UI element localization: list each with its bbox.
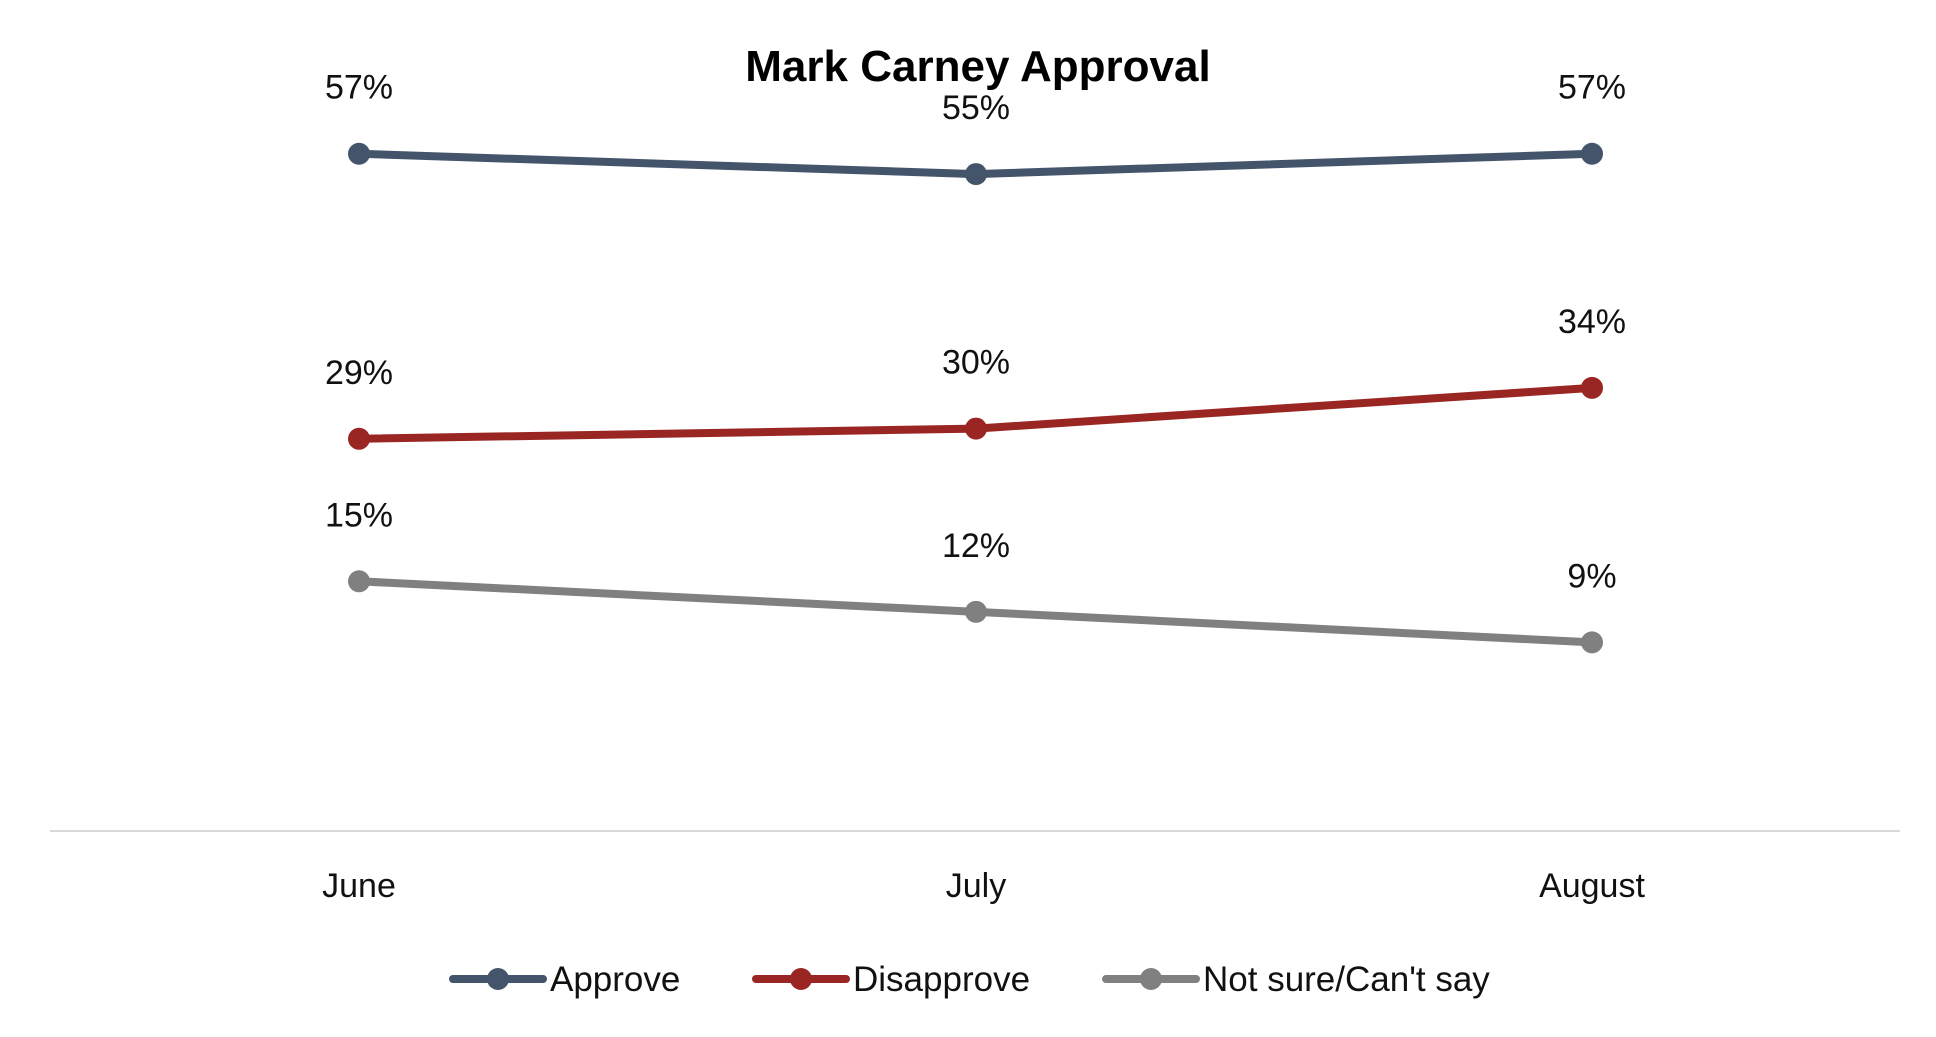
- x-axis-ticks: June July August: [322, 867, 1645, 905]
- legend-label-disapprove: Disapprove: [853, 960, 1030, 999]
- data-point-approve-august: [1581, 142, 1603, 165]
- series-disapprove: 29% 30% 34%: [325, 303, 1626, 450]
- series-layer: 57% 55% 57% 29% 30% 34% 15% 12% 9%: [325, 69, 1626, 654]
- data-point-approve-july: [965, 163, 987, 186]
- data-label-disapprove-august: 34%: [1558, 303, 1626, 341]
- data-label-not-sure-can-t-say-august: 9%: [1567, 557, 1616, 595]
- data-label-approve-july: 55%: [942, 89, 1010, 127]
- data-label-not-sure-can-t-say-july: 12%: [942, 527, 1010, 565]
- data-point-disapprove-june: [348, 427, 370, 450]
- legend-item-approve[interactable]: Approve: [449, 960, 680, 999]
- data-label-disapprove-june: 29%: [325, 354, 393, 392]
- data-label-disapprove-july: 30%: [942, 344, 1010, 382]
- data-label-not-sure-can-t-say-june: 15%: [325, 496, 393, 534]
- legend: Approve Disapprove Not sure/Can't say: [449, 960, 1490, 999]
- legend-swatch-marker-approve: [487, 968, 509, 990]
- data-point-approve-june: [348, 142, 370, 165]
- series-not-sure-can-t-say: 15% 12% 9%: [325, 496, 1617, 654]
- data-point-disapprove-august: [1581, 376, 1603, 399]
- x-tick-label-july: July: [946, 867, 1006, 905]
- x-tick-label-june: June: [322, 867, 396, 905]
- data-point-not-sure-can-t-say-july: [965, 600, 987, 623]
- legend-label-approve: Approve: [550, 960, 680, 999]
- x-tick-label-august: August: [1539, 867, 1645, 905]
- legend-label-not-sure-can-t-say: Not sure/Can't say: [1203, 960, 1490, 999]
- legend-swatch-marker-not-sure-can-t-say: [1140, 968, 1162, 990]
- data-label-approve-june: 57%: [325, 69, 393, 107]
- data-point-not-sure-can-t-say-june: [348, 570, 370, 593]
- legend-item-not-sure-can-t-say[interactable]: Not sure/Can't say: [1102, 960, 1490, 999]
- chart-title: Mark Carney Approval: [745, 42, 1210, 91]
- legend-item-disapprove[interactable]: Disapprove: [752, 960, 1030, 999]
- data-point-not-sure-can-t-say-august: [1581, 631, 1603, 654]
- legend-swatch-marker-disapprove: [790, 968, 812, 990]
- data-label-approve-august: 57%: [1558, 69, 1626, 107]
- data-point-disapprove-july: [965, 417, 987, 440]
- series-approve: 57% 55% 57%: [325, 69, 1626, 186]
